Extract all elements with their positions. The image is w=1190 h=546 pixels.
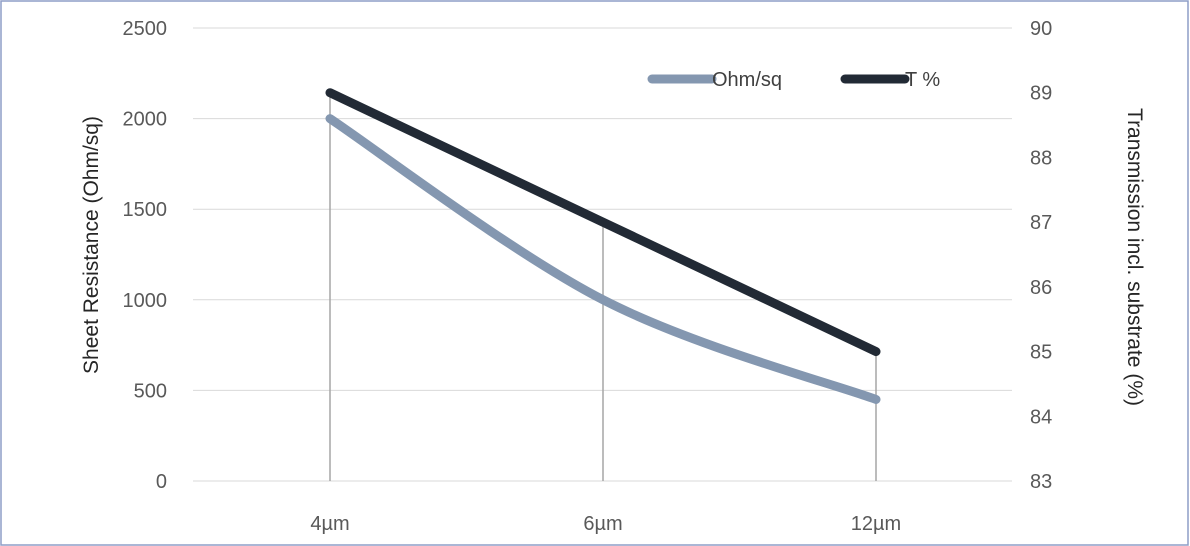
left-tick-label: 2000 <box>123 109 168 131</box>
right-tick-label: 87 <box>1030 212 1052 234</box>
left-axis-title: Sheet Resistance (Ohm/sq) <box>80 116 103 374</box>
right-axis-title: Transmission incl. substrate (%) <box>1123 108 1146 406</box>
left-tick-label: 1500 <box>123 199 168 221</box>
left-tick-label: 2500 <box>123 18 168 40</box>
right-tick-label: 88 <box>1030 147 1052 169</box>
legend-entry: Ohm/sq <box>712 69 782 91</box>
series-lines <box>325 88 881 404</box>
category-tick-label: 12µm <box>851 513 901 535</box>
legend-entry: T % <box>905 69 940 91</box>
right-axis-ticks: 83 84 85 86 87 88 89 90 <box>1030 18 1052 493</box>
series-line-0 <box>325 114 881 404</box>
right-tick-label: 89 <box>1030 83 1052 105</box>
category-axis-ticks: 4µm 6µm 12µm <box>310 513 901 535</box>
drop-lines <box>329 92 877 481</box>
right-tick-label: 90 <box>1030 18 1052 40</box>
left-axis-ticks: 0 500 1000 1500 2000 2500 <box>123 18 168 493</box>
right-tick-label: 84 <box>1030 406 1052 428</box>
left-tick-label: 500 <box>134 380 167 402</box>
series-line-1 <box>325 88 881 357</box>
right-tick-label: 83 <box>1030 471 1052 493</box>
right-tick-label: 85 <box>1030 342 1052 364</box>
category-tick-label: 4µm <box>310 513 349 535</box>
left-tick-label: 1000 <box>123 290 168 312</box>
legend: Ohm/sq T % <box>647 69 940 91</box>
category-tick-label: 6µm <box>583 513 622 535</box>
left-tick-label: 0 <box>156 471 167 493</box>
right-tick-label: 86 <box>1030 277 1052 299</box>
